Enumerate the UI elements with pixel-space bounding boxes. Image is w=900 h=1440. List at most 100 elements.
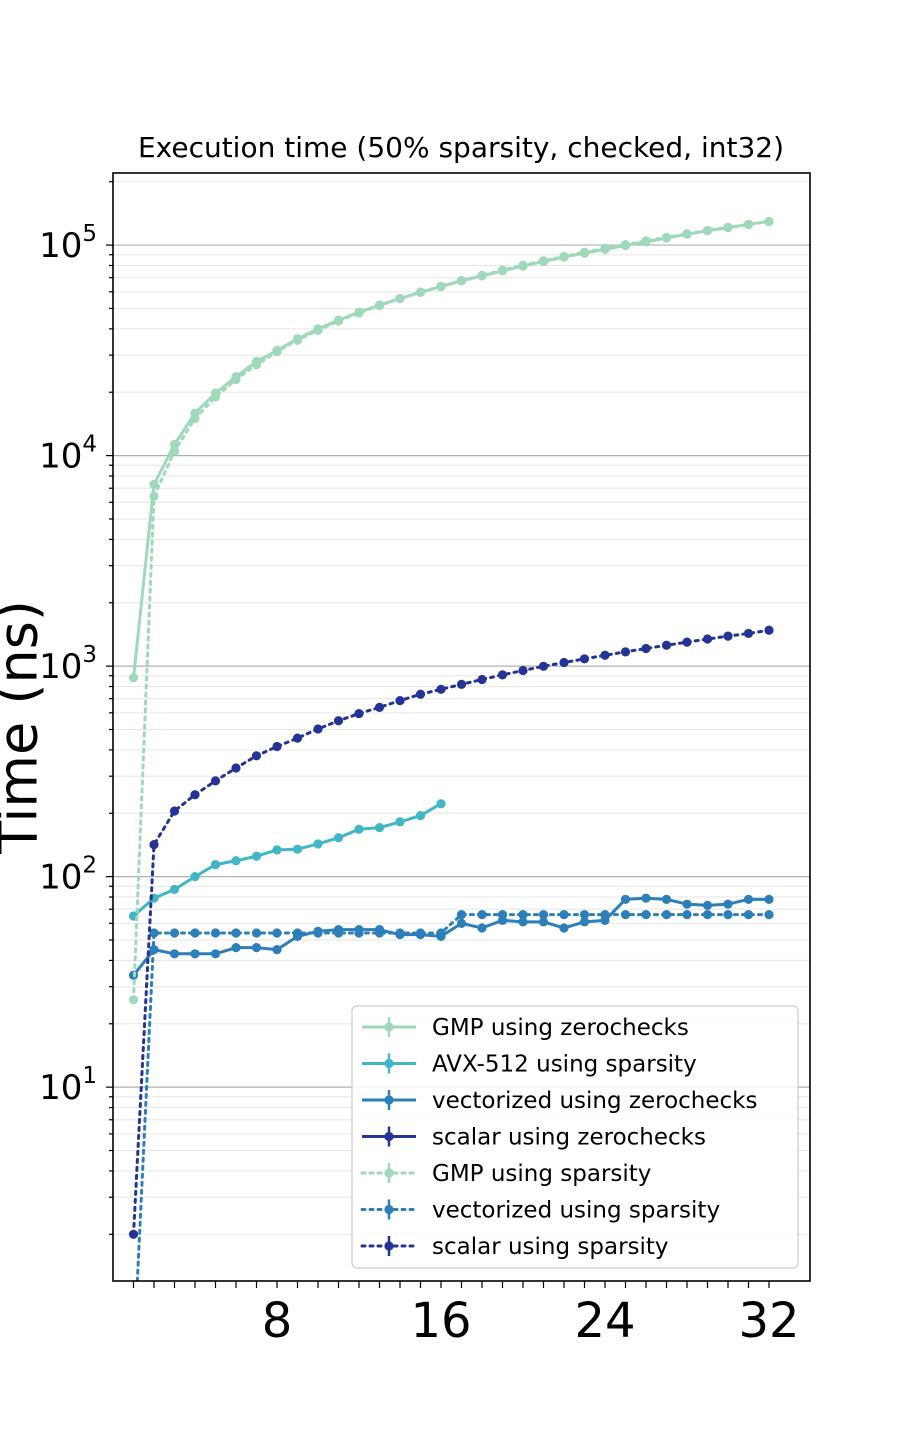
data-point [374,300,385,311]
data-point [682,899,692,909]
legend-item: AVX-512 using sparsity [362,1052,697,1078]
data-point [436,799,446,809]
data-point [395,293,405,304]
data-point [251,360,262,370]
data-point [764,910,774,920]
data-point [518,665,528,676]
data-point [661,910,672,920]
legend-marker [384,1131,394,1142]
data-point [395,695,405,706]
y-tick-label: 101 [39,1063,97,1108]
data-point [723,899,733,909]
series-gmp-using-sparsity [128,216,774,1005]
series-line [132,896,769,977]
data-point [169,439,180,450]
legend-item: GMP using zerochecks [362,1015,689,1041]
data-point [272,945,282,955]
y-tick-label: 102 [39,853,97,898]
data-point [723,910,733,920]
data-point [272,928,282,938]
y-tick-label: 103 [39,642,97,687]
data-point [661,640,672,650]
data-point [292,733,303,743]
data-point [169,446,180,456]
data-point [477,910,487,920]
data-point [333,716,344,726]
data-point [456,910,467,920]
data-point [333,928,344,938]
data-point [600,910,610,920]
data-point [251,751,262,761]
data-point [497,670,508,680]
data-point [190,790,200,800]
data-point [210,392,221,402]
data-point [169,884,180,894]
data-point [456,679,467,689]
data-point [210,776,221,786]
data-point [169,949,180,959]
data-point [579,654,590,664]
data-point [477,923,487,933]
data-point [354,824,364,834]
data-point [559,923,569,933]
series-gmp-using-zerochecks [128,216,774,683]
data-point [600,243,610,253]
data-point [641,236,651,246]
series-vectorized-using-sparsity [135,910,774,1281]
x-tick-label: 24 [574,1293,635,1349]
data-point [743,219,754,230]
data-point [333,316,344,326]
data-point [169,806,180,816]
data-point [436,928,446,938]
series-line [132,802,442,918]
data-point [374,822,385,833]
data-point [559,657,569,668]
y-tick-label: 105 [39,221,97,266]
data-point [436,281,446,291]
data-point [149,839,159,850]
series-line [132,219,771,1002]
data-point [313,724,323,734]
data-point [210,928,221,938]
data-point [292,335,303,345]
legend-marker [384,1204,394,1215]
y-axis: 101 102 103 104 105 [39,181,113,1235]
legend-box [351,1005,799,1269]
data-point [333,833,344,843]
data-point [682,229,692,239]
data-point [313,839,323,849]
data-point [641,910,651,920]
data-point [231,763,241,773]
data-point [477,270,487,280]
data-point [149,491,159,502]
data-point [374,928,385,938]
data-point [210,949,221,959]
data-point [559,910,569,920]
data-point [436,684,446,694]
data-point [354,928,364,938]
data-point [272,346,282,357]
data-point [518,260,528,270]
chart-title: Execution time (50% sparsity, checked, i… [138,131,784,164]
data-point [723,631,733,641]
data-point [538,910,549,920]
data-point [395,928,405,938]
data-point [600,650,610,660]
data-point [682,910,692,920]
data-point [538,917,549,927]
data-point [415,810,426,821]
legend-item: scalar using zerochecks [362,1125,706,1151]
data-point [702,225,713,236]
data-point [251,943,262,953]
data-point [764,894,774,904]
legend-marker [384,1095,394,1105]
data-point [272,741,282,752]
data-point [477,674,487,685]
data-point [415,928,426,938]
legend-item: scalar using sparsity [360,1234,669,1260]
data-point [190,872,200,882]
legend-label: GMP using zerochecks [432,1015,689,1041]
data-point [764,216,774,227]
data-point [395,817,405,827]
